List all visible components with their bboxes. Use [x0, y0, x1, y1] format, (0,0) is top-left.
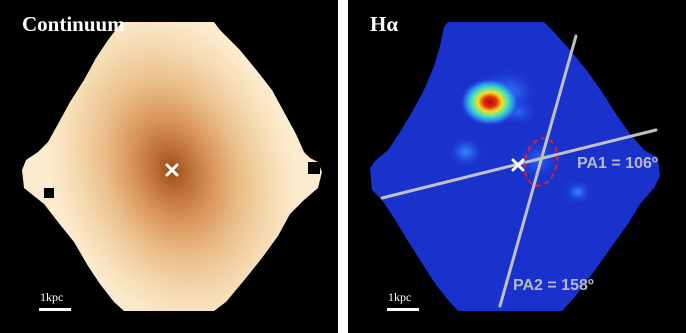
continuum-title: Continuum — [22, 12, 125, 36]
continuum-hexagon — [22, 22, 322, 311]
emission-blob — [448, 136, 484, 168]
x-cross-icon — [511, 158, 525, 172]
continuum-panel: Continuum 1kpc — [0, 0, 338, 333]
pa2-label: PA2 = 158º — [513, 277, 594, 294]
scalebar-label: 1kpc — [388, 290, 412, 304]
halpha-title: Hα — [370, 12, 399, 36]
aperture-ellipse — [523, 137, 559, 187]
halpha-panel: Hα PA1 = 106º PA2 = 158º 1kpc — [348, 0, 686, 333]
scalebar — [387, 308, 419, 311]
edge-notch — [308, 162, 320, 174]
x-cross-icon — [165, 163, 179, 177]
pa2-slit-line — [498, 34, 578, 308]
pa1-label: PA1 = 106º — [577, 155, 658, 172]
bright-knot — [460, 78, 520, 126]
scalebar-label: 1kpc — [40, 290, 64, 304]
emission-blob — [564, 180, 592, 204]
scalebar — [39, 308, 71, 311]
edge-notch — [44, 188, 54, 198]
continuum-map — [22, 22, 322, 311]
halpha-map — [370, 22, 660, 311]
